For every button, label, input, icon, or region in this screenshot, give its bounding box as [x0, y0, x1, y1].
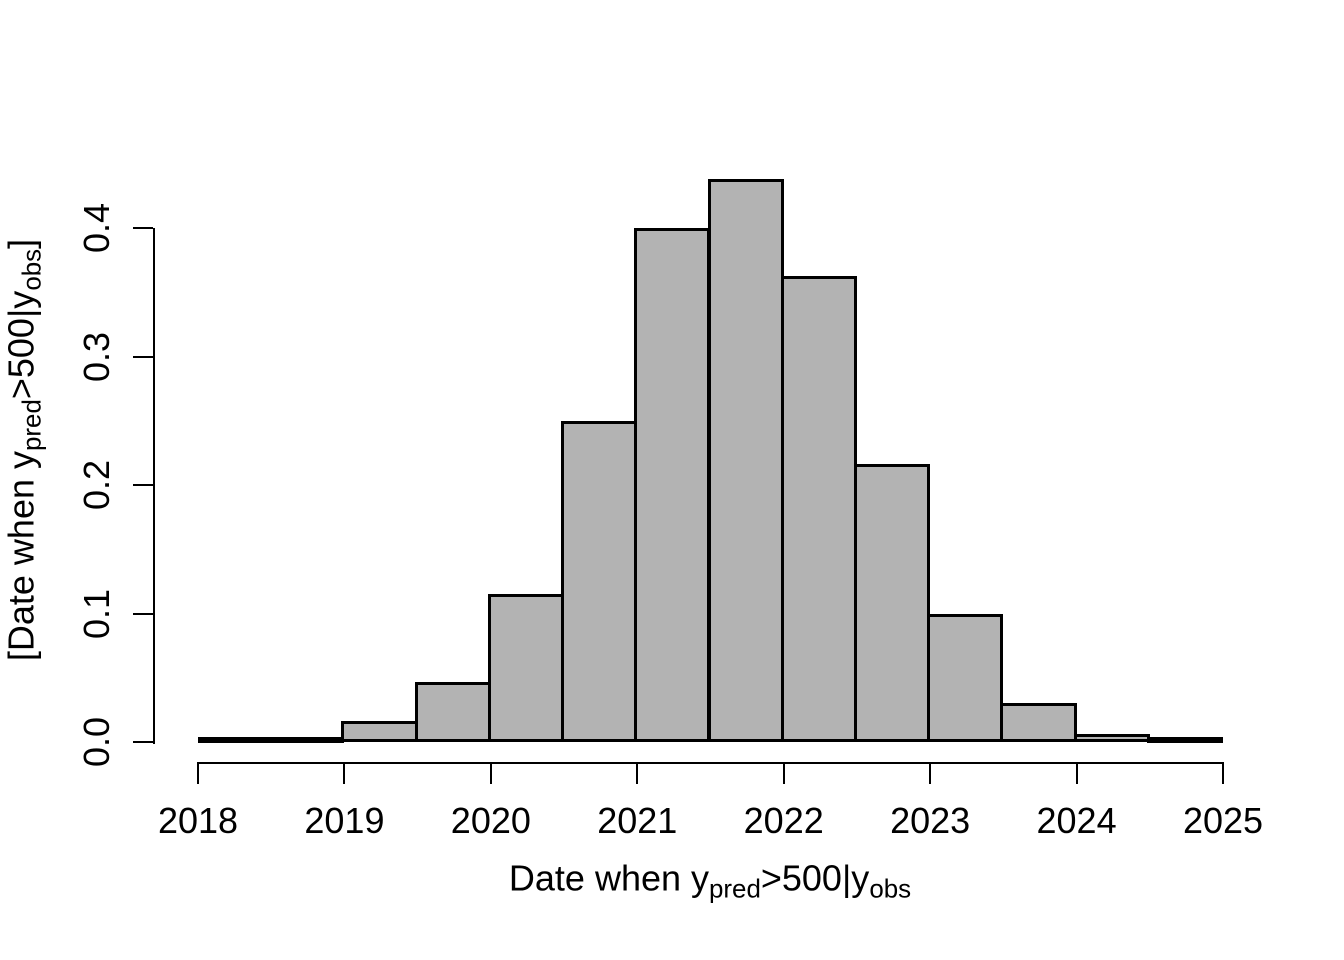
x-tick-label: 2024 [1036, 800, 1117, 841]
histogram-bar [341, 721, 418, 742]
x-tick [1222, 764, 1224, 784]
y-axis-title-subscript-obs: obs [18, 248, 47, 291]
y-tick-label: 0.2 [76, 459, 117, 511]
x-axis-title-text: Date when y [508, 857, 710, 899]
x-tick-label: 2018 [157, 800, 239, 841]
x-axis-title-text-mid: >500|y [760, 857, 870, 899]
x-tick [1075, 764, 1078, 784]
y-tick [133, 227, 153, 229]
y-axis-title-text: [Date when y [0, 450, 42, 662]
y-axis-title-subscript-pred: pred [18, 399, 47, 451]
x-tick-label: 2025 [1182, 800, 1264, 841]
y-tick [133, 355, 153, 358]
histogram-bar [780, 275, 857, 742]
x-axis-title-subscript-pred: pred [709, 875, 761, 904]
x-axis-title: Date when ypred>500|yobs [509, 858, 911, 909]
y-axis-title: [Date when ypred>500|yobs] [0, 238, 52, 662]
x-tick [929, 764, 932, 784]
x-tick [782, 764, 785, 784]
x-axis-line [197, 762, 1224, 764]
histogram-bar [707, 179, 784, 742]
x-tick-label: 2022 [743, 800, 824, 841]
y-tick [133, 612, 153, 615]
histogram-bar [561, 420, 638, 742]
histogram-bar [1146, 737, 1223, 743]
y-tick-label: 0.4 [76, 202, 117, 254]
histogram-bar [1000, 703, 1077, 742]
histogram-bar [487, 594, 565, 742]
x-tick [343, 764, 346, 784]
y-axis-line [153, 228, 155, 744]
y-axis-title-text-close: ] [0, 238, 42, 249]
histogram-bar [268, 737, 345, 743]
histogram-bar [1073, 734, 1150, 742]
x-tick [197, 764, 199, 784]
y-tick-label: 0.0 [76, 716, 117, 768]
x-tick-label: 2023 [890, 800, 971, 841]
x-tick-label: 2019 [304, 800, 385, 841]
x-tick [636, 764, 639, 784]
x-tick-label: 2020 [450, 800, 531, 841]
y-tick [133, 484, 153, 486]
y-axis-title-text-mid: >500|y [0, 290, 42, 400]
x-tick [489, 764, 492, 784]
x-tick-label: 2021 [597, 800, 678, 841]
x-axis-title-subscript-obs: obs [869, 875, 912, 904]
histogram-bar [634, 228, 711, 742]
histogram-bar [853, 464, 931, 742]
histogram-bar [198, 737, 272, 743]
y-tick [133, 741, 153, 743]
histogram-bar [414, 681, 491, 742]
y-tick-label: 0.3 [76, 331, 117, 382]
y-tick-label: 0.1 [76, 588, 117, 639]
histogram-bar [927, 613, 1004, 742]
